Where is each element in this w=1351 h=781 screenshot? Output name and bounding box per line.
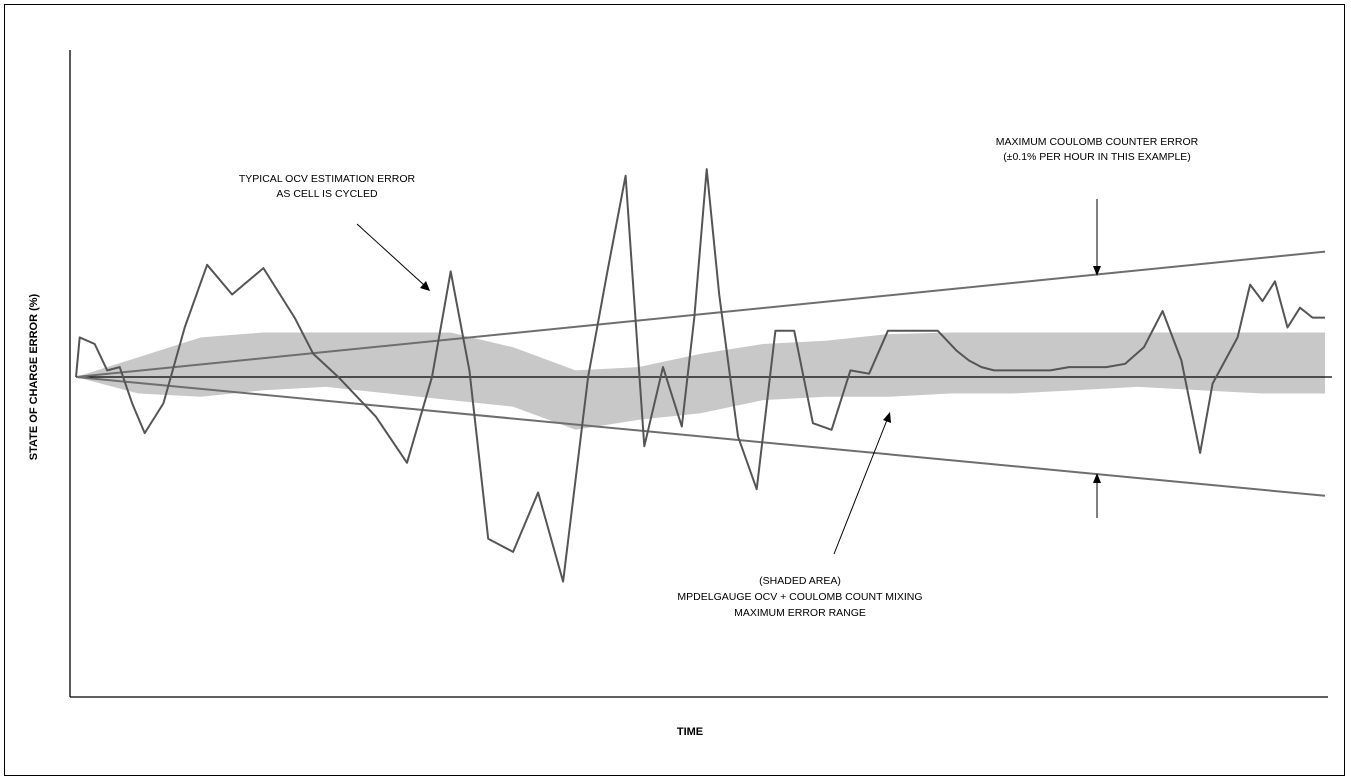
axes: [69, 50, 1332, 698]
coulomb-bounds-layer: [75, 250, 1326, 497]
shaded-arrow-head: [883, 412, 891, 423]
annotation-arrows: [356, 199, 1101, 555]
ocv-error-layer: [75, 168, 1325, 583]
shaded-annotation-line-2: MPDELGAUGE OCV + COULOMB COUNT MIXING: [677, 591, 922, 603]
shaded-annotation-line-3: MAXIMUM ERROR RANGE: [734, 607, 866, 619]
ocv-arrow: [356, 223, 425, 286]
chart-frame: [4, 4, 1345, 776]
ocv-error-curve: [75, 168, 1325, 583]
coulomb-lower-arrow-head: [1093, 473, 1101, 483]
shaded-annotation-line-1: (SHADED AREA): [759, 575, 841, 587]
coulomb-annotation-line-2: (±0.1% PER HOUR IN THIS EXAMPLE): [1003, 151, 1191, 163]
shaded-arrow: [833, 419, 888, 555]
annotation-texts: TYPICAL OCV ESTIMATION ERROR AS CELL IS …: [28, 136, 1199, 738]
ocv-annotation-line-1: TYPICAL OCV ESTIMATION ERROR: [239, 173, 416, 185]
shaded-error-range: [76, 332, 1325, 430]
coulomb-upper-arrow-head: [1093, 266, 1101, 276]
coulomb-bound-lower: [75, 376, 1326, 497]
coulomb-bound-upper: [75, 250, 1326, 378]
ocv-annotation-line-2: AS CELL IS CYCLED: [276, 188, 378, 200]
ocv-arrow-head: [420, 281, 430, 291]
x-axis-title: TIME: [677, 726, 703, 738]
coulomb-annotation-line-1: MAXIMUM COULOMB COUNTER ERROR: [996, 136, 1199, 148]
y-axis-title: STATE OF CHARGE ERROR (%): [28, 293, 40, 460]
shaded-area-layer: [76, 332, 1325, 430]
